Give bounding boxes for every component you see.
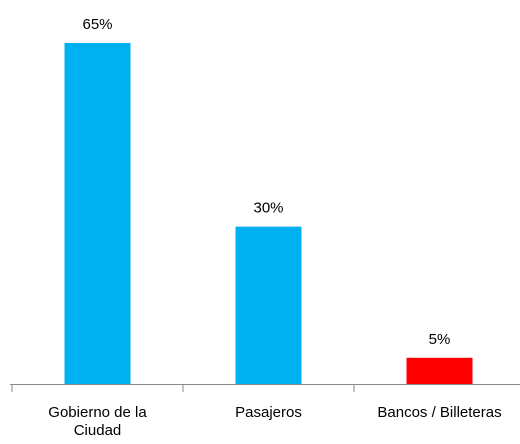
- x-tick-label: Bancos / Billeteras: [377, 404, 502, 421]
- data-label: 30%: [253, 200, 283, 217]
- bar: [64, 43, 131, 384]
- bar: [406, 357, 473, 384]
- x-tick-label: Gobierno de la Ciudad: [48, 404, 147, 439]
- x-tick-label: Pasajeros: [235, 404, 302, 421]
- bar: [235, 226, 302, 384]
- data-label: 5%: [429, 331, 451, 348]
- data-label: 65%: [82, 16, 112, 33]
